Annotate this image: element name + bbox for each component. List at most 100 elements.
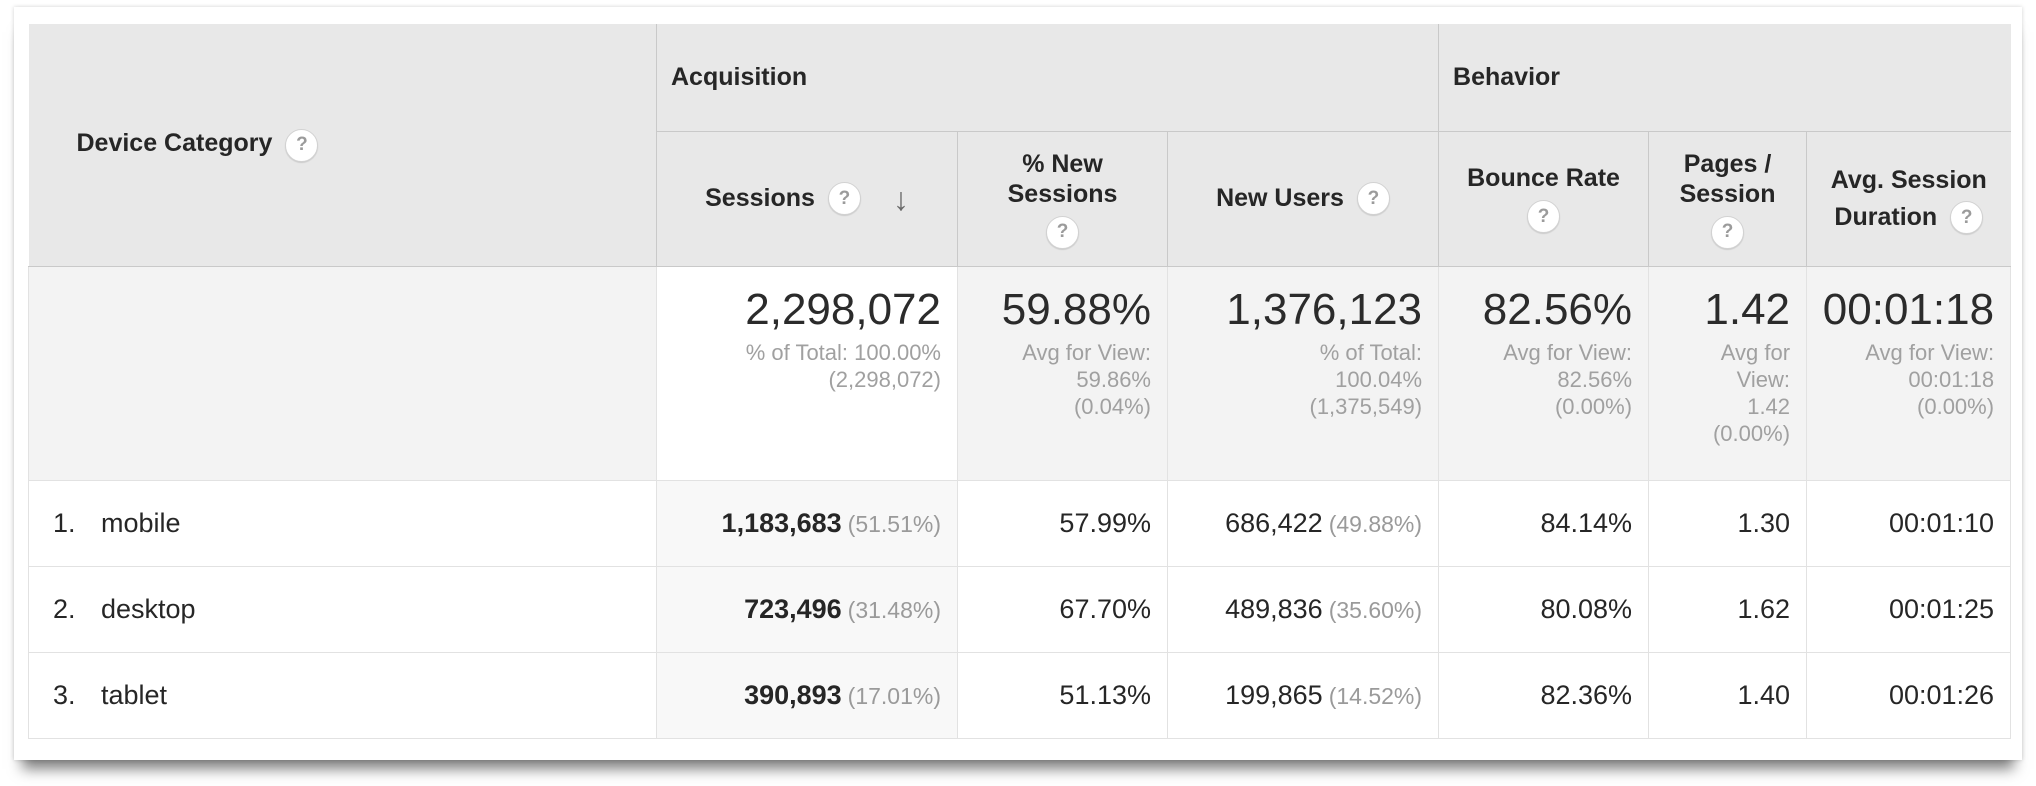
cell-pages-session: 1.62	[1648, 565, 1808, 653]
summary-avg-session-duration: 00:01:18 Avg for View: 00:01:18 (0.00%)	[1806, 265, 2012, 481]
pct-new-sessions-value: 51.13%	[1059, 679, 1151, 710]
help-icon[interactable]: ?	[1356, 182, 1390, 215]
summary-pages-session: 1.42 Avg for View: 1.42 (0.00%)	[1648, 265, 1808, 481]
sessions-value: 1,183,683	[721, 507, 842, 538]
help-icon[interactable]: ?	[1527, 200, 1561, 233]
sort-descending-icon[interactable]: ↓	[892, 180, 909, 217]
new-users-percent: (49.88%)	[1328, 510, 1423, 537]
row-rank: 1.	[53, 507, 76, 538]
cell-new-users: 489,836 (35.60%)	[1166, 565, 1440, 653]
summary-sessions: 2,298,072 % of Total: 100.00% (2,298,072…	[656, 265, 958, 481]
summary-pct-new-sessions-subtext: (0.04%)	[1073, 394, 1151, 420]
report-card: Device Category? Acquisition Behavior Se…	[14, 7, 2022, 760]
pages-session-value: 1.40	[1737, 679, 1791, 710]
summary-bounce-rate: 82.56% Avg for View: 82.56% (0.00%)	[1438, 265, 1650, 481]
sessions-percent: (51.51%)	[847, 510, 941, 537]
table-row-tablet: 3. tablet 390,893 (17.01%) 51.13% 199,865(…	[28, 651, 2012, 739]
device-category-label: Device Category	[76, 128, 273, 157]
column-header-sessions[interactable]: Sessions? ↓	[656, 131, 958, 267]
row-label-cell: 2. desktop	[28, 565, 657, 653]
cell-pct-new-sessions: 57.99%	[957, 479, 1168, 567]
sessions-percent: (31.48%)	[847, 596, 941, 623]
cell-avg-session-duration: 00:01:26	[1806, 651, 2012, 739]
row-rank: 3.	[53, 679, 76, 710]
group-header-acquisition: Acquisition	[655, 24, 1440, 132]
row-rank: 2.	[53, 593, 76, 624]
summary-pct-new-sessions-subtext: 59.86%	[1076, 367, 1151, 393]
column-header-pages-session[interactable]: Pages / Session ?	[1648, 131, 1808, 267]
help-icon[interactable]: ?	[1950, 201, 1984, 235]
summary-sessions-subtext: (2,298,072)	[828, 367, 941, 393]
bounce-rate-value: 80.08%	[1540, 593, 1633, 624]
pct-new-sessions-value: 57.99%	[1059, 507, 1151, 538]
summary-pct-new-sessions-subtext: Avg for View:	[1022, 340, 1151, 366]
cell-new-users: 686,422 (49.88%)	[1166, 479, 1440, 567]
new-users-value: 686,422	[1225, 507, 1323, 538]
group-header-behavior: Behavior	[1438, 24, 2011, 132]
summary-pct-new-sessions: 59.88% Avg for View: 59.86% (0.04%)	[957, 265, 1168, 481]
summary-bounce-rate-value: 82.56%	[1482, 284, 1633, 334]
help-icon[interactable]: ?	[1711, 215, 1745, 249]
cell-avg-session-duration: 00:01:25	[1806, 565, 2012, 653]
new-users-value: 489,836	[1225, 593, 1323, 624]
cell-new-users: 199,865 (14.52%)	[1166, 651, 1440, 739]
avg-session-duration-value: 00:01:26	[1888, 679, 1995, 710]
help-icon[interactable]: ?	[285, 128, 319, 162]
summary-avg-session-duration-subtext: 00:01:18	[1908, 367, 1995, 393]
help-icon[interactable]: ?	[827, 182, 861, 215]
summary-sessions-subtext: % of Total: 100.00%	[745, 340, 941, 366]
table-row-desktop: 2. desktop 723,496 (31.48%) 67.70% 489,836…	[28, 565, 2012, 653]
pct-new-sessions-label: % New Sessions	[1007, 149, 1118, 208]
summary-sessions-value: 2,298,072	[745, 284, 941, 334]
summary-pages-session-subtext: (0.00%)	[1712, 421, 1791, 447]
new-users-percent: (14.52%)	[1328, 682, 1423, 709]
bounce-rate-label: Bounce Rate	[1467, 164, 1620, 192]
column-header-avg-session-duration[interactable]: Avg. Session Duration?	[1806, 131, 2011, 267]
row-label: mobile	[101, 507, 181, 538]
cell-sessions: 723,496 (31.48%)	[656, 565, 958, 653]
bounce-rate-value: 82.36%	[1540, 679, 1633, 710]
row-label: tablet	[101, 679, 168, 710]
row-label-cell: 3. tablet	[28, 651, 657, 739]
summary-bounce-rate-subtext: Avg for View:	[1503, 340, 1633, 366]
cell-bounce-rate: 82.36%	[1438, 651, 1650, 739]
behavior-label: Behavior	[1453, 62, 1561, 91]
new-users-percent: (35.60%)	[1328, 596, 1423, 623]
summary-pages-session-subtext: Avg for	[1720, 340, 1791, 366]
summary-new-users-subtext: (1,375,549)	[1309, 394, 1423, 420]
column-header-device-category: Device Category?	[28, 24, 657, 267]
summary-new-users: 1,376,123 % of Total: 100.04% (1,375,549…	[1166, 265, 1440, 481]
summary-bounce-rate-subtext: (0.00%)	[1554, 394, 1633, 420]
table-row-mobile: 1. mobile 1,183,683 (51.51%) 57.99% 686,42…	[28, 479, 2012, 567]
cell-pct-new-sessions: 51.13%	[957, 651, 1168, 739]
column-header-bounce-rate[interactable]: Bounce Rate ?	[1438, 131, 1650, 267]
new-users-label: New Users	[1216, 184, 1344, 212]
pages-session-label: Pages / Session	[1679, 149, 1776, 208]
sessions-label: Sessions	[705, 184, 815, 212]
avg-session-duration-value: 00:01:10	[1888, 507, 1995, 538]
sessions-percent: (17.01%)	[847, 682, 941, 709]
cell-bounce-rate: 84.14%	[1438, 479, 1650, 567]
bounce-rate-value: 84.14%	[1540, 507, 1633, 538]
row-label: desktop	[101, 593, 196, 624]
summary-row: 2,298,072 % of Total: 100.00% (2,298,072…	[28, 265, 2012, 481]
cell-avg-session-duration: 00:01:10	[1806, 479, 2012, 567]
cell-pages-session: 1.40	[1648, 651, 1808, 739]
cell-pages-session: 1.30	[1648, 479, 1808, 567]
column-header-pct-new-sessions[interactable]: % New Sessions ?	[957, 131, 1168, 267]
cell-sessions: 390,893 (17.01%)	[656, 651, 958, 739]
summary-new-users-subtext: 100.04%	[1335, 367, 1423, 393]
help-icon[interactable]: ?	[1046, 215, 1079, 249]
pages-session-value: 1.62	[1737, 593, 1791, 624]
row-label-cell: 1. mobile	[28, 479, 657, 567]
column-header-new-users[interactable]: New Users?	[1166, 131, 1440, 267]
summary-avg-session-duration-value: 00:01:18	[1822, 284, 1995, 334]
pct-new-sessions-value: 67.70%	[1059, 593, 1151, 624]
cell-bounce-rate: 80.08%	[1438, 565, 1650, 653]
summary-dimension-cell	[28, 265, 657, 481]
summary-pages-session-subtext: 1.42	[1747, 394, 1791, 420]
summary-pct-new-sessions-value: 59.88%	[1001, 284, 1151, 334]
sessions-value: 723,496	[744, 593, 842, 624]
cell-sessions: 1,183,683 (51.51%)	[656, 479, 958, 567]
summary-new-users-value: 1,376,123	[1226, 284, 1423, 334]
